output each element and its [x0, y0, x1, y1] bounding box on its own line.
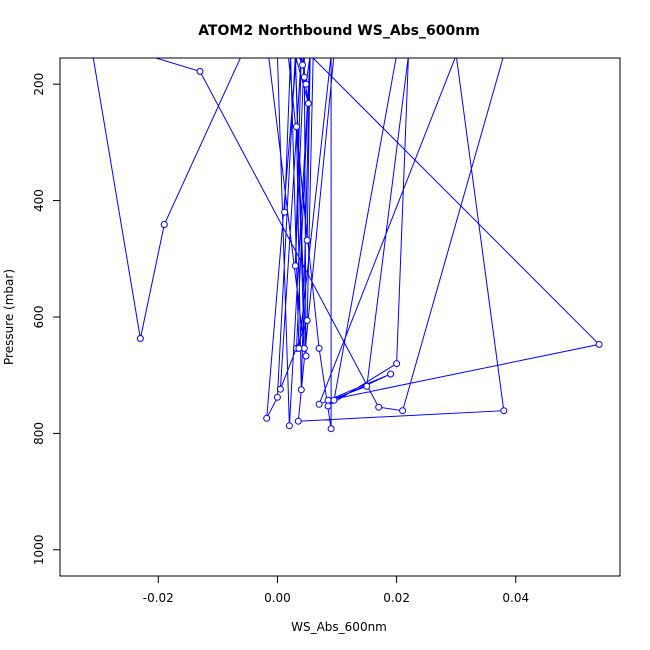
data-point — [273, 393, 281, 401]
y-tick-label: 200 — [32, 73, 46, 96]
data-point — [303, 236, 311, 244]
y-tick-label: 400 — [32, 189, 46, 212]
data-point — [276, 385, 284, 393]
data-point — [299, 61, 306, 69]
data-point — [595, 340, 603, 348]
data-point — [302, 352, 310, 360]
data-point — [303, 317, 311, 324]
data-point — [387, 370, 395, 378]
data-point — [315, 344, 323, 352]
data-point — [300, 73, 308, 81]
data-point — [363, 382, 371, 390]
data-point — [500, 407, 508, 415]
x-tick-label: 0.02 — [383, 591, 410, 605]
chart-title: ATOM2 Northbound WS_Abs_600nm — [198, 23, 480, 39]
data-point — [330, 396, 338, 404]
data-point — [136, 335, 144, 342]
data-point — [295, 344, 303, 352]
x-tick-label: 0.04 — [502, 591, 529, 605]
data-point — [293, 123, 300, 131]
data-point — [327, 425, 335, 433]
data-point — [263, 414, 271, 422]
data-point — [324, 402, 332, 410]
data-point — [315, 400, 323, 408]
data-point — [160, 221, 168, 228]
data-point — [304, 99, 312, 107]
data-point — [281, 208, 289, 216]
y-tick-label: 600 — [32, 306, 46, 329]
y-tick-label: 800 — [32, 422, 46, 445]
data-layer — [92, 58, 603, 433]
x-axis-label: WS_Abs_600nm — [291, 620, 387, 634]
data-point — [291, 262, 299, 270]
plot-frame — [59, 57, 621, 577]
y-axis-label: Pressure (mbar) — [2, 269, 16, 365]
data-point — [285, 422, 293, 430]
x-tick-label: 0.00 — [264, 591, 291, 605]
data-point — [393, 360, 401, 368]
x-tick-label: -0.02 — [143, 591, 174, 605]
data-point — [302, 80, 310, 88]
data-point — [375, 403, 383, 411]
series-line — [92, 58, 601, 429]
x-axis: -0.02 0.00 0.02 0.04 — [143, 575, 529, 605]
data-point — [399, 407, 407, 415]
y-axis: 200 400 600 800 1000 — [32, 73, 61, 566]
data-point — [324, 396, 332, 404]
data-point — [294, 417, 302, 425]
data-point — [196, 67, 204, 75]
y-tick-label: 1000 — [32, 535, 46, 566]
data-point — [297, 386, 305, 394]
